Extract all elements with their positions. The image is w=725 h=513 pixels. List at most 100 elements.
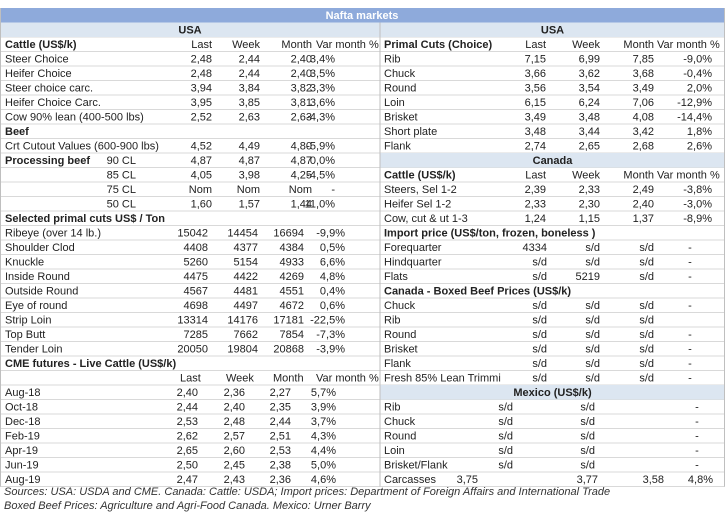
cell: Var month % — [657, 39, 720, 51]
row-label: Canada - Boxed Beef Prices (US$/k) — [384, 286, 571, 298]
row-label: Carcasses — [384, 474, 436, 486]
cell: 2,53 — [177, 416, 198, 428]
cell: s/d — [580, 445, 595, 457]
cell: Nom — [189, 184, 212, 196]
cell: s/d — [532, 315, 547, 327]
cell: 2,52 — [191, 112, 212, 124]
row-label: Aug-19 — [5, 474, 40, 486]
row-label: Forequarter — [384, 242, 442, 254]
row-label: Brisket/Flank — [384, 460, 448, 472]
cell: s/d — [498, 431, 513, 443]
row-label: Hindquarter — [384, 257, 442, 269]
cell: 3,75 — [457, 474, 478, 486]
row-label: Tender Loin — [5, 344, 63, 356]
row-label: Chuck — [384, 300, 416, 312]
cell: 14454 — [227, 228, 258, 240]
cell: -0,4% — [683, 68, 712, 80]
cell: 6,15 — [525, 97, 546, 109]
row-label: Import price (US$/ton, frozen, boneless … — [384, 228, 596, 240]
cell: 4,08 — [633, 112, 654, 124]
cell: 2,48 — [191, 54, 212, 66]
cell: s/d — [639, 242, 654, 254]
cell: Var month % — [316, 39, 379, 51]
cell: 16694 — [273, 228, 304, 240]
cell: Last — [180, 373, 201, 385]
cell: 2,40 — [224, 402, 245, 414]
cell: s/d — [585, 358, 600, 370]
cell: 3,49 — [633, 83, 654, 95]
cell: s/d — [639, 300, 654, 312]
cell: 3,48 — [525, 126, 546, 138]
row-label: Flats — [384, 271, 408, 283]
cell: -22,5% — [310, 315, 345, 327]
cell: 2,65 — [177, 445, 198, 457]
row-label: Heifer Choice — [5, 68, 72, 80]
cell: 4,52 — [191, 141, 212, 153]
cell: Last — [191, 39, 212, 51]
cell: - — [688, 329, 692, 341]
cell: 11,0% — [305, 199, 336, 211]
title-bar — [0, 8, 725, 23]
cell: 20868 — [273, 344, 304, 356]
cell: - — [688, 300, 692, 312]
cell: Last — [525, 39, 546, 51]
title: Nafta markets — [326, 10, 399, 22]
row-label: Loin — [384, 445, 405, 457]
cell: 4,6% — [311, 474, 336, 486]
cell: 3,48 — [579, 112, 600, 124]
cell: 5,0% — [311, 460, 336, 472]
cell: s/d — [498, 445, 513, 457]
section-header: Canada — [533, 155, 574, 167]
cell: 2,44 — [270, 416, 291, 428]
cell: -4,5% — [306, 170, 335, 182]
cell: 4,4% — [311, 445, 336, 457]
cell: 2,44 — [239, 68, 260, 80]
cell: Nom — [237, 184, 260, 196]
cell: 4698 — [184, 300, 208, 312]
cell: 3,42 — [633, 126, 654, 138]
cell: 5154 — [234, 257, 258, 269]
row-label: Steers, Sel 1-2 — [384, 184, 457, 196]
cell: 2,44 — [239, 54, 260, 66]
cell: 2,0% — [687, 83, 712, 95]
cell: s/d — [585, 300, 600, 312]
row-label: Cattle (US$/k) — [5, 39, 77, 51]
cell: 7,06 — [633, 97, 654, 109]
cell: 17181 — [273, 315, 304, 327]
cell: 4408 — [184, 242, 208, 254]
cell: 15042 — [177, 228, 208, 240]
cell: Month — [623, 170, 654, 182]
cell: 2,65 — [579, 141, 600, 153]
cell: 3,4% — [310, 54, 335, 66]
cell: Week — [572, 39, 600, 51]
cell: 2,40 — [177, 387, 198, 399]
cell: - — [695, 402, 699, 414]
cell: s/d — [585, 373, 600, 385]
row-label: Apr-19 — [5, 445, 38, 457]
cell: 6,99 — [579, 54, 600, 66]
cell: - — [688, 271, 692, 283]
cell: s/d — [585, 257, 600, 269]
row-label: Rib — [384, 54, 401, 66]
row-label: Rib — [384, 315, 401, 327]
cell: s/d — [580, 431, 595, 443]
cell: 4,8% — [688, 474, 713, 486]
cell: - — [688, 242, 692, 254]
row-label: Chuck — [384, 68, 416, 80]
cell: 5260 — [184, 257, 208, 269]
cell: s/d — [639, 329, 654, 341]
cell: - — [695, 416, 699, 428]
row-label: Selected primal cuts US$ / Ton — [5, 213, 165, 225]
row-label: Jun-19 — [5, 460, 39, 472]
cell: 4,8% — [320, 271, 345, 283]
section-header-bg — [380, 385, 725, 400]
cell: s/d — [498, 402, 513, 414]
cell: 3,5% — [310, 68, 335, 80]
cell: 2,38 — [270, 460, 291, 472]
cell: - — [695, 460, 699, 472]
cell: 3,6% — [310, 97, 335, 109]
cell: 7,85 — [633, 54, 654, 66]
cell: 7285 — [184, 329, 208, 341]
row-label: CME futures - Live Cattle (US$/k) — [5, 358, 176, 370]
